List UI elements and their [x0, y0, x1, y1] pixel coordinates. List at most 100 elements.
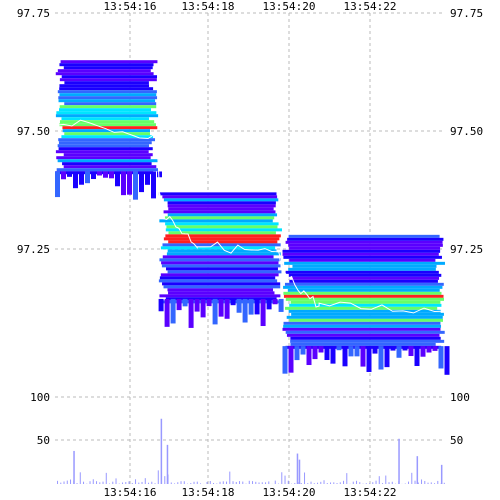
heat-cell-b2 — [290, 336, 441, 340]
heat-cell-b2 — [283, 291, 442, 295]
x-tick-top-0: 13:54:16 — [104, 0, 157, 13]
heat-cell-b1 — [165, 228, 282, 232]
y-tick-right-2: 97.25 — [450, 243, 483, 256]
volume-bar — [122, 482, 124, 484]
heat-cell-b0 — [60, 60, 158, 64]
volume-bar — [411, 472, 413, 484]
heat-cell-b2 — [289, 258, 436, 262]
heat-fringe-b2 — [324, 346, 330, 361]
volume-bar — [359, 482, 361, 484]
volume-bar — [408, 481, 410, 484]
volume-bar — [317, 482, 319, 484]
heat-cell-b1 — [162, 282, 281, 286]
heat-cell-b2 — [288, 243, 443, 247]
y-tick-right-0: 97.75 — [450, 7, 483, 20]
heat-cell-b1 — [160, 246, 276, 250]
volume-bar — [209, 480, 211, 484]
heat-cell-b0 — [61, 117, 150, 121]
heat-fringe-b2 — [432, 346, 438, 351]
heat-fringe-b1 — [170, 298, 176, 324]
volume-bar — [313, 483, 315, 484]
heat-fringe-b2 — [336, 346, 342, 351]
heat-cell-b1 — [167, 270, 282, 274]
heat-cell-b2 — [288, 234, 440, 238]
heat-cell-b2 — [290, 342, 436, 346]
heat-fringe-b2 — [378, 346, 384, 370]
volume-bar — [200, 483, 202, 484]
x-tick-top-3: 13:54:22 — [344, 0, 397, 13]
heat-fringe-b1 — [182, 298, 188, 307]
heat-fringe-b1 — [236, 298, 242, 313]
heat-fringe-b1 — [278, 298, 284, 312]
heat-fringe-b2 — [288, 346, 294, 373]
heat-fringe-b1 — [188, 298, 194, 328]
vol-tick-left-1: 50 — [37, 434, 50, 447]
heat-cell-b0 — [56, 111, 157, 115]
heat-fringe-b1 — [266, 298, 272, 310]
volume-bar — [222, 481, 224, 484]
volume-bar — [235, 482, 237, 484]
heat-fringe-b2 — [390, 346, 396, 351]
heat-fringe-b0 — [109, 171, 114, 179]
volume-bar — [265, 482, 267, 484]
volume-bar — [128, 481, 130, 484]
heat-cell-b0 — [59, 108, 152, 112]
heat-cell-b0 — [58, 141, 152, 145]
volume-bar — [330, 482, 332, 484]
heat-fringe-b0 — [115, 171, 120, 187]
heat-cell-b2 — [285, 330, 445, 334]
heat-cell-b2 — [291, 312, 444, 316]
heat-cell-b2 — [287, 237, 444, 241]
heat-cell-b1 — [166, 225, 278, 229]
heat-cell-b2 — [289, 246, 441, 250]
heat-cell-b0 — [56, 168, 159, 172]
heat-cell-b2 — [283, 324, 442, 328]
heat-cell-b2 — [287, 288, 440, 292]
heat-cell-b2 — [291, 276, 440, 280]
heat-cell-b2 — [284, 261, 445, 265]
volume-bar — [414, 480, 416, 484]
heat-cell-b2 — [292, 264, 437, 268]
heat-cell-b1 — [159, 276, 276, 280]
heat-cell-b0 — [61, 75, 158, 79]
heat-fringe-b1 — [164, 298, 170, 327]
heat-cell-b1 — [167, 201, 276, 205]
heat-cell-b2 — [282, 327, 441, 331]
volume-bar — [66, 480, 68, 484]
volume-bar — [365, 483, 367, 484]
heat-cell-b1 — [162, 255, 274, 259]
heat-fringe-b2 — [318, 346, 324, 353]
heat-cell-b1 — [162, 195, 278, 199]
volume-bar — [339, 482, 341, 484]
volume-bar — [300, 483, 302, 484]
volume-bar — [79, 472, 81, 484]
heat-fringe-b0 — [85, 171, 90, 184]
heat-cell-b0 — [59, 123, 156, 127]
heat-fringe-b0 — [73, 171, 78, 189]
heat-fringe-b0 — [127, 171, 132, 195]
volume-bar — [336, 483, 338, 484]
volume-bar — [391, 481, 393, 484]
volume-bar — [125, 482, 127, 484]
heat-cell-b2 — [290, 300, 441, 304]
volume-bar — [343, 480, 345, 484]
heat-fringe-b1 — [248, 298, 254, 315]
heat-fringe-b1 — [158, 298, 164, 312]
heat-cell-b1 — [162, 243, 281, 247]
heat-cell-b1 — [160, 273, 279, 277]
volume-spike-4 — [298, 459, 301, 484]
heat-cell-b0 — [62, 129, 151, 133]
volume-bar — [135, 479, 137, 484]
heat-cell-b1 — [163, 210, 276, 214]
volume-bar — [57, 480, 59, 484]
volume-bar — [229, 471, 231, 484]
heat-cell-b2 — [288, 273, 442, 277]
heat-cell-b2 — [289, 303, 442, 307]
heat-cell-b1 — [161, 261, 279, 265]
heat-fringe-b1 — [224, 298, 230, 319]
volume-bar — [427, 482, 429, 484]
heat-fringe-b2 — [294, 346, 300, 361]
heat-cell-b2 — [289, 318, 443, 322]
heat-fringe-b2 — [366, 346, 372, 372]
heat-cell-b0 — [57, 159, 159, 163]
